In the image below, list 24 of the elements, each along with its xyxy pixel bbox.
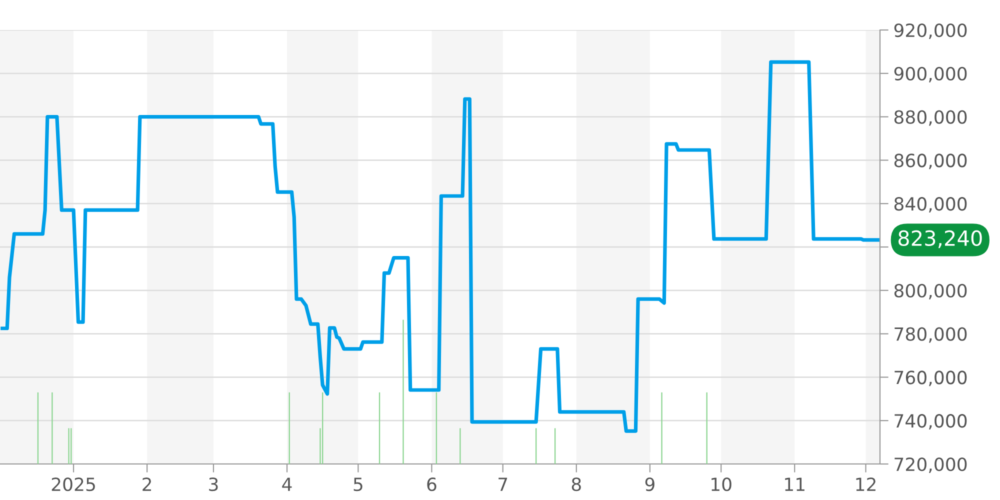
y-tick-label: 880,000	[894, 110, 967, 126]
y-tick-label: 720,000	[894, 457, 967, 473]
y-tick-label: 840,000	[894, 197, 967, 213]
x-tick-label: 3	[209, 478, 218, 492]
y-tick-label: 740,000	[894, 414, 967, 430]
x-tick-label: 7	[498, 478, 508, 491]
y-tick-label: 800,000	[894, 284, 967, 300]
x-tick-label: 12	[856, 478, 876, 491]
y-tick-label: 760,000	[894, 370, 967, 386]
x-tick-label: 8	[572, 478, 581, 492]
x-tick-label: 2	[142, 478, 151, 491]
x-tick-label: 10	[712, 478, 732, 492]
x-tick-label: 4	[282, 478, 292, 491]
y-tick-label: 780,000	[894, 327, 967, 343]
line-series	[0, 60, 880, 433]
x-tick-label: 6	[427, 478, 436, 492]
x-tick-label: 2025	[52, 478, 95, 492]
x-tick-label: 5	[354, 478, 362, 492]
x-tick-label: 11	[785, 478, 804, 491]
y-tick-label: 860,000	[894, 154, 967, 170]
annotation: 823,240	[898, 230, 982, 248]
y-tick-label: 920,000	[894, 23, 967, 39]
y-tick-label: 900,000	[894, 66, 967, 82]
x-tick-label: 9	[645, 478, 654, 492]
